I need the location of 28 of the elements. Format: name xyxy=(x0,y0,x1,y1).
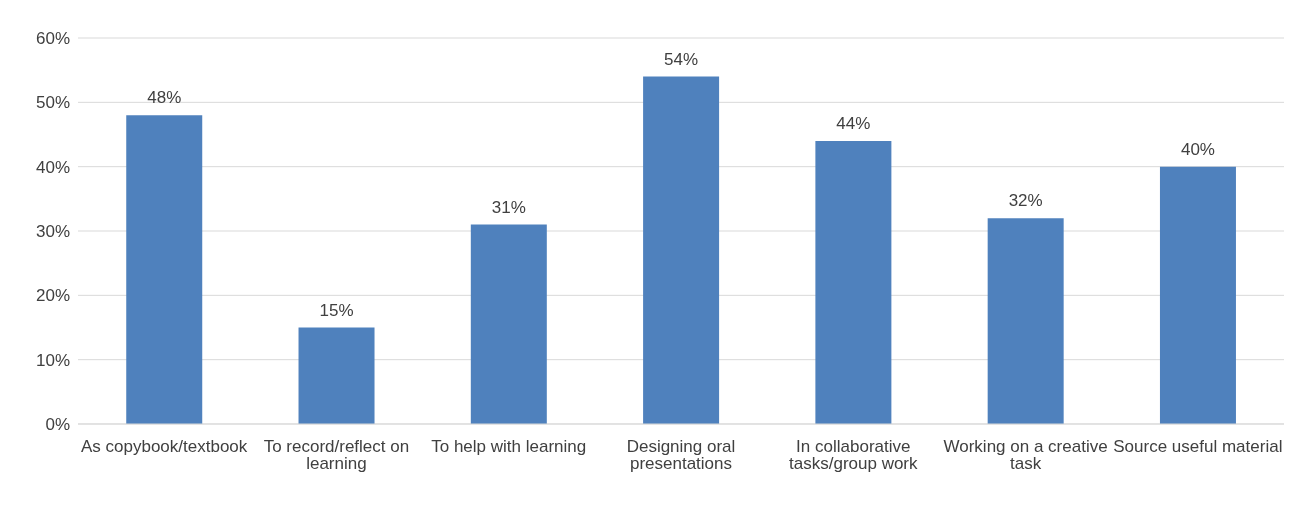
data-label: 40% xyxy=(1180,139,1215,159)
data-label: 15% xyxy=(319,300,354,320)
y-tick-label: 20% xyxy=(35,286,70,306)
x-tick-label: To record/reflect on learning xyxy=(263,437,410,474)
x-tick-label: Working on a creative task xyxy=(943,437,1108,474)
data-label: 32% xyxy=(1008,191,1043,211)
bar xyxy=(987,218,1064,424)
y-tick-label: 60% xyxy=(35,29,70,49)
bar xyxy=(1159,166,1236,424)
y-tick-label: 40% xyxy=(35,157,70,177)
x-tick-label: As copybook/textbook xyxy=(80,437,248,457)
bar xyxy=(126,115,203,424)
x-tick-label: Source useful material xyxy=(1113,437,1283,457)
data-label: 54% xyxy=(664,49,699,69)
bar xyxy=(470,224,547,424)
y-tick-label: 0% xyxy=(45,415,70,435)
y-tick-label: 30% xyxy=(35,222,70,242)
data-label: 48% xyxy=(147,88,182,108)
bar xyxy=(815,140,892,424)
y-tick-label: 50% xyxy=(35,93,70,113)
data-label: 44% xyxy=(836,113,871,133)
data-label: 31% xyxy=(491,197,526,217)
x-tick-label: Designing oral presentations xyxy=(626,437,736,474)
x-tick-label: In collaborative tasks/group work xyxy=(789,437,919,474)
bar xyxy=(298,327,375,424)
y-tick-label: 10% xyxy=(35,350,70,370)
x-tick-label: To help with learning xyxy=(431,437,587,457)
bar xyxy=(643,76,720,424)
